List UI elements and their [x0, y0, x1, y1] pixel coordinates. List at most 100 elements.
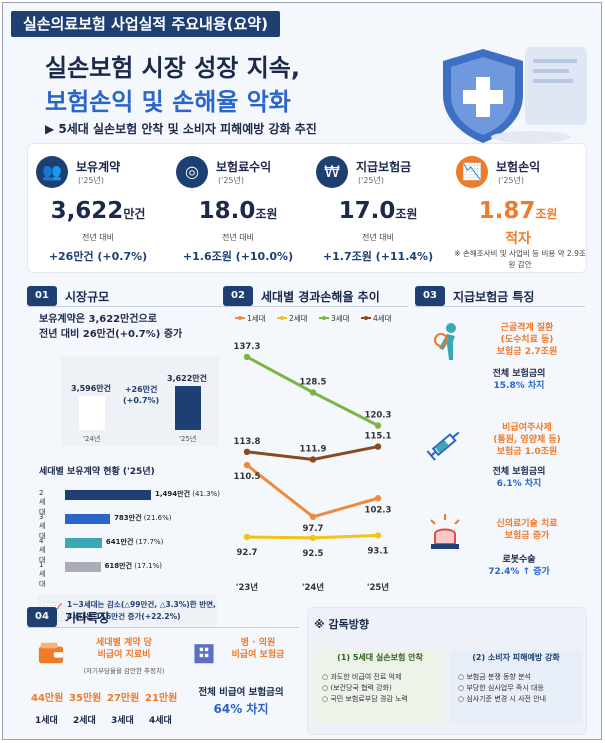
list-item: 과도한 비급여 진료 억제: [322, 672, 408, 683]
kpi-status: 적자: [505, 231, 531, 247]
data-label: 120.3: [365, 411, 392, 421]
generation-label: 2세대: [39, 489, 46, 516]
data-point: [309, 513, 317, 521]
data-label: 128.5: [300, 377, 327, 387]
kpi-row: 👥 보유계약 ('25년) 3,622만건 전년 대비 +26만건 (+0.7%…: [27, 143, 587, 273]
market-bar: [79, 396, 105, 430]
section-title: 세대별 경과손해율 추이: [261, 290, 380, 304]
section-title: 지급보험금 특징: [453, 290, 535, 304]
kpi-name: 보유계약: [76, 160, 121, 174]
list-item: 국민 보험료부담 경감 노력: [322, 694, 408, 705]
coins-icon: ◎: [176, 156, 208, 188]
etc-generation: 2세대: [73, 716, 96, 726]
generation-bar: [65, 490, 151, 500]
shield-icon: [443, 47, 587, 143]
data-point: [243, 461, 251, 469]
list-item: 심사기준 변경 시 사전 안내: [458, 694, 546, 705]
legend-label: 3세대: [331, 314, 350, 323]
legend-label: 2세대: [289, 314, 308, 323]
claim-item-text: 전체 보험금의 15.8% 차지: [492, 369, 546, 391]
claims-panel: 03 지급보험금 특징 근골격계 질환 (도수치료 등) 보험금 2.7조원 전…: [415, 286, 585, 596]
generation-bar: [65, 538, 102, 548]
generation-value: 618만건 (17.1%): [104, 562, 162, 570]
data-label: 111.9: [300, 444, 327, 454]
wallet-icon: [38, 642, 64, 664]
data-label: 110.5: [234, 472, 261, 482]
generation-label: 4세대: [39, 537, 46, 564]
kpi-contracts: 👥 보유계약 ('25년) 3,622만건 전년 대비 +26만건 (+0.7%…: [28, 144, 168, 274]
alarm-light-icon: [430, 514, 460, 549]
loss-ratio-chart: 1세대 2세대 3세대 4세대 110.5 97.7 102.3 92.7 92.5 93.1 13…: [234, 314, 392, 593]
kpi-premium: ◎ 보험료수익 ('25년) 18.0조원 전년 대비 +1.6조원 (+10.…: [168, 144, 308, 274]
supervision-title: ※ 감독방향: [314, 618, 370, 631]
series-line: [246, 463, 379, 519]
kpi-name: 보험손익: [496, 160, 541, 174]
supervision-panel: ※ 감독방향 (1) 5세대 실손보험 안착 과도한 비급여 진료 억제 (보건…: [307, 607, 587, 735]
kpi-value: 18.0조원: [198, 198, 278, 224]
back-pain-icon: [434, 323, 456, 360]
data-label: 115.1: [365, 432, 392, 442]
kpi-name: 보험료수익: [216, 160, 272, 174]
list-item: 보험금 분쟁 동향 분석: [458, 672, 546, 683]
people-icon: 👥: [36, 156, 68, 188]
etc-card2-title: 병 · 의원 비급여 보험금: [231, 638, 285, 660]
etc-amount: 35만원: [69, 693, 102, 704]
legend-marker: [238, 316, 242, 320]
etc-amount: 44만원: [31, 693, 64, 704]
x-tick-label: '25년: [367, 582, 389, 593]
legend-marker: [280, 316, 284, 320]
x-tick-label: '23년: [236, 582, 258, 593]
generation-label: 3세대: [39, 513, 46, 540]
legend-label: 4세대: [373, 314, 392, 323]
header-tag: 실손의료보험 사업실적 주요내용(요약): [11, 11, 280, 37]
kpi-delta: +1.6조원 (+10.0%): [182, 250, 294, 263]
data-label: 97.7: [303, 524, 324, 534]
data-point: [243, 353, 251, 361]
page-title: 실손보험 시장 성장 지속, 보험손익 및 손해율 악화: [45, 51, 300, 119]
claim-item-text: 전체 보험금의 6.1% 차지: [492, 467, 546, 489]
generation-label: 1세대: [39, 561, 46, 588]
generation-value: 641만건 (17.7%): [105, 538, 164, 546]
kpi-note: ※ 손해조사비 및 사업비 등 비용 약 2.9조원 감안: [454, 249, 586, 269]
generation-title: 세대별 보유계약 현황 ('25년): [39, 467, 155, 477]
data-point: [309, 389, 317, 396]
section-title: 시장규모: [65, 290, 110, 304]
subtitle: ▶ 5세대 실손보험 안착 및 소비자 피해예방 강화 추진: [45, 122, 317, 136]
etc-card1-title: 세대별 계약 당 비급여 지료비: [96, 638, 152, 660]
data-point: [243, 533, 251, 541]
syringe-icon: [426, 431, 460, 461]
etc-generation: 4세대: [149, 716, 172, 726]
kpi-compare: 전년 대비: [82, 233, 114, 242]
kpi-value: 1.87조원: [478, 198, 558, 224]
etc-amount: 21만원: [145, 693, 178, 704]
etc-share: 전체 비급여 보험금의 64% 차지: [198, 687, 284, 716]
market-bar-year: '25년: [179, 435, 197, 443]
market-summary: 보유계약은 3,622만건으로 전년 대비 26만건(+0.7%) 증가: [39, 314, 183, 340]
kpi-value: 3,622만건: [50, 198, 146, 224]
market-bar-year: '24년: [83, 435, 101, 443]
data-label: 113.8: [234, 437, 261, 447]
data-point: [374, 495, 382, 502]
data-label: 102.3: [365, 505, 392, 515]
market-delta: +26만건 (+0.7%): [123, 385, 160, 405]
data-point: [243, 448, 251, 456]
legend-marker: [322, 316, 326, 320]
data-label: 137.3: [234, 342, 261, 352]
claim-item-text: 로봇수술 72.4% ↑ 증가: [488, 555, 550, 577]
kpi-claims: ₩ 지급보험금 ('25년) 17.0조원 전년 대비 +1.7조원 (+11.…: [308, 144, 448, 274]
data-point: [309, 456, 317, 463]
title-line1: 실손보험 시장 성장 지속,: [45, 54, 300, 82]
market-bar: [175, 386, 201, 430]
list-item: (보건당국 협력 강화): [322, 683, 408, 694]
won-hand-icon: ₩: [316, 156, 348, 188]
kpi-delta: +1.7조원 (+11.4%): [322, 250, 434, 263]
claim-item-title: 근골격계 질환 (도수치료 등) 보험금 2.7조원: [496, 323, 558, 357]
generation-value: 783만건 (21.6%): [114, 514, 172, 522]
kpi-name: 지급보험금: [356, 160, 412, 174]
etc-generation: 3세대: [111, 716, 134, 726]
chart-down-icon: 📉: [456, 156, 488, 188]
section-number: 01: [27, 286, 57, 306]
market-bar-chart: +26만건 (+0.7%) 3,596만건 '24년 3,622만건 '25년: [61, 356, 219, 446]
data-label: 92.5: [303, 549, 324, 559]
